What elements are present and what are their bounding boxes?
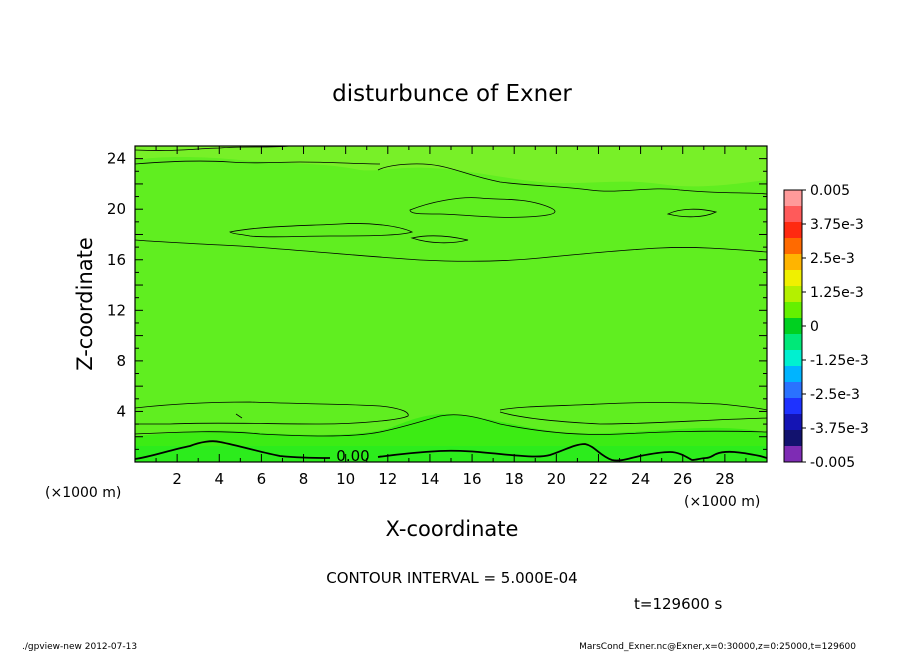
x-axis-ticks: 2 4 6 8 10 12 14 16 18 20 22 24 26 28 <box>134 146 768 488</box>
colorbar-label: -0.005 <box>810 455 855 471</box>
x-tick-label: 2 <box>172 470 182 488</box>
colorbar-swatch <box>784 254 802 271</box>
y-tick-label: 12 <box>107 301 126 319</box>
colorbar-label: 2.5e-3 <box>810 251 855 267</box>
field-band-low <box>135 413 767 446</box>
colorbar-label: 1.25e-3 <box>810 285 864 301</box>
field-band-high <box>135 146 767 187</box>
x-tick-label: 4 <box>214 470 224 488</box>
colorbar-swatch <box>784 382 802 399</box>
y-tick-label: 24 <box>107 150 126 168</box>
colorbar-swatch <box>784 398 802 415</box>
colorbar-swatch <box>784 430 802 447</box>
colorbar-label: 0.005 <box>810 183 850 199</box>
colorbar-swatch <box>784 238 802 255</box>
colorbar-swatch <box>784 318 802 335</box>
colorbar-swatch <box>784 334 802 351</box>
footer-left: ./gpview-new 2012-07-13 <box>22 642 138 652</box>
x-tick-label: 8 <box>299 470 309 488</box>
x-tick-label: 28 <box>715 470 734 488</box>
x-tick-label: 14 <box>420 470 439 488</box>
field-background <box>135 146 767 462</box>
x-tick-label: 16 <box>463 470 482 488</box>
y-tick-label: 8 <box>116 352 126 370</box>
contour-interval-text: CONTOUR INTERVAL = 5.000E-04 <box>326 569 577 587</box>
y-unit-label: (×1000 m) <box>684 494 760 510</box>
x-tick-label: 20 <box>547 470 566 488</box>
contour-lines <box>135 146 767 437</box>
colorbar-swatch <box>784 206 802 223</box>
zero-contour-line <box>135 440 767 462</box>
colorbar-swatch <box>784 366 802 383</box>
y-tick-label: 16 <box>107 251 126 269</box>
x-unit-label: (×1000 m) <box>45 485 121 501</box>
x-tick-label: 6 <box>257 470 267 488</box>
x-tick-label: 10 <box>336 470 355 488</box>
footer-right: MarsCond_Exner.nc@Exner,x=0:30000,z=0:25… <box>579 642 856 652</box>
colorbar-swatch <box>784 190 802 207</box>
colorbar-swatch <box>784 270 802 287</box>
x-axis-label: X-coordinate <box>386 517 519 541</box>
y-tick-label: 20 <box>107 200 126 218</box>
colorbar-swatch <box>784 350 802 367</box>
colorbar-swatch <box>784 286 802 303</box>
colorbar-swatch <box>784 302 802 319</box>
y-axis-label: Z-coordinate <box>73 237 97 371</box>
colorbar-label: 0 <box>810 319 819 335</box>
plot-area: 0.00 <box>135 146 767 465</box>
x-tick-label: 24 <box>631 470 650 488</box>
y-axis-ticks: 4 8 12 16 20 24 <box>107 145 767 463</box>
colorbar-label: -1.25e-3 <box>810 353 869 369</box>
colorbar-labels: 0.005 3.75e-3 2.5e-3 1.25e-3 0 -1.25e-3 -2.5e-… <box>802 183 869 471</box>
colorbar-label: 3.75e-3 <box>810 217 864 233</box>
x-tick-label: 22 <box>589 470 608 488</box>
colorbar-swatch <box>784 446 802 463</box>
chart-title: disturbunce of Exner <box>332 81 572 107</box>
contour-label-zero: 0.00 <box>336 447 369 465</box>
colorbar-label: -3.75e-3 <box>810 421 869 437</box>
x-tick-label: 26 <box>673 470 692 488</box>
x-tick-label: 12 <box>378 470 397 488</box>
colorbar <box>783 189 803 463</box>
colorbar-swatch <box>784 222 802 239</box>
colorbar-label: -2.5e-3 <box>810 387 860 403</box>
x-tick-label: 18 <box>505 470 524 488</box>
y-tick-label: 4 <box>116 402 126 420</box>
time-text: t=129600 s <box>634 595 722 613</box>
colorbar-swatch <box>784 414 802 431</box>
